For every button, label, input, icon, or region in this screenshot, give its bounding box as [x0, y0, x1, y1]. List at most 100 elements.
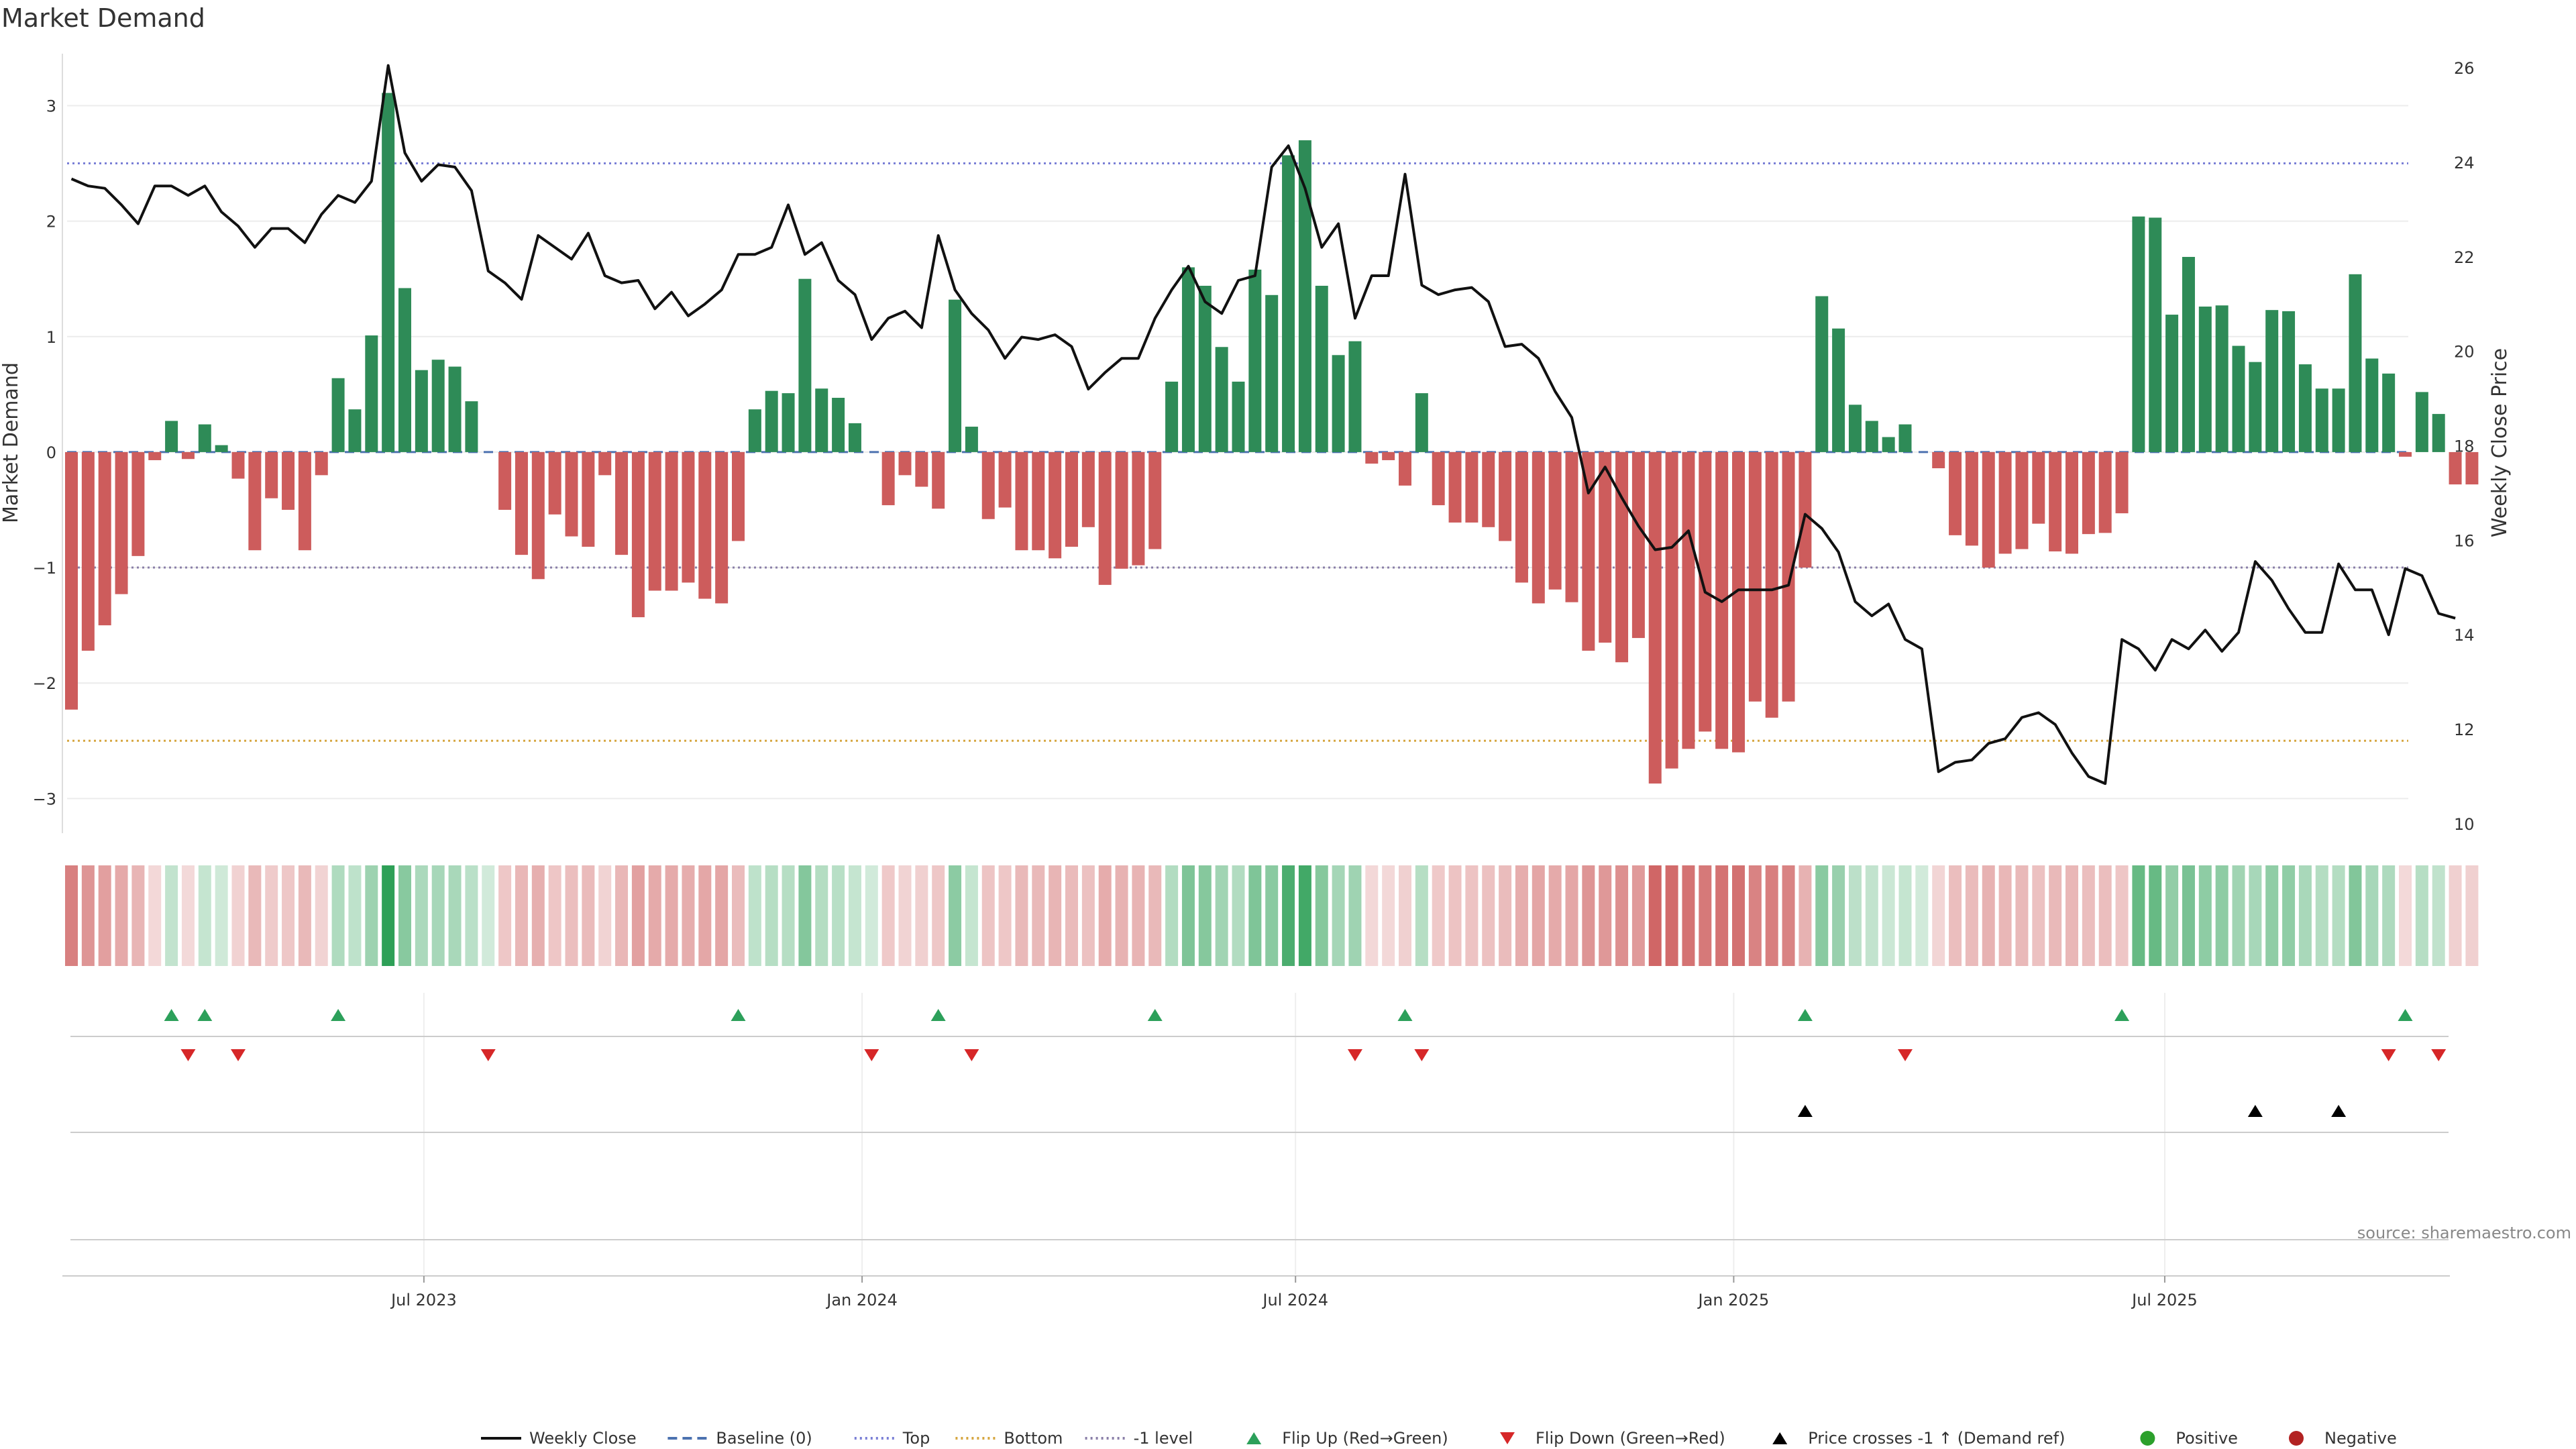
- demand-bar-negative: [1682, 451, 1695, 749]
- demand-bar-positive: [398, 288, 411, 452]
- left-axis-label: Market Demand: [0, 362, 23, 523]
- heat-cell: [2415, 865, 2428, 966]
- demand-bar-negative: [1049, 451, 1062, 559]
- demand-bar-positive: [2149, 217, 2162, 452]
- heat-cell: [1799, 865, 1812, 966]
- flip-down-marker: [480, 1049, 496, 1061]
- x-tick-label: Jan 2024: [825, 1291, 898, 1309]
- legend-label: Flip Up (Red→Green): [1282, 1429, 1448, 1448]
- demand-bar-negative: [981, 451, 995, 519]
- heat-cell: [515, 865, 528, 966]
- demand-bar-negative: [115, 451, 128, 594]
- demand-bar-negative: [2015, 451, 2029, 549]
- heat-cell: [1015, 865, 1028, 966]
- demand-bar-positive: [331, 378, 345, 452]
- heat-cell: [1782, 865, 1795, 966]
- heat-cell: [1198, 865, 1212, 966]
- demand-bar-negative: [1081, 451, 1095, 527]
- heat-cell: [1631, 865, 1645, 966]
- demand-bar-positive: [1315, 286, 1328, 452]
- demand-bar-positive: [1815, 296, 1829, 452]
- flip-down-marker: [964, 1049, 979, 1061]
- heat-cell: [415, 865, 428, 966]
- heat-cell: [1032, 865, 1045, 966]
- y2-tick-label: 22: [2454, 248, 2475, 267]
- y-tick-label: 1: [46, 328, 56, 347]
- heat-cell: [1132, 865, 1145, 966]
- legend-item: Positive: [2140, 1429, 2238, 1448]
- heat-cell: [448, 865, 462, 966]
- heat-cell: [2332, 865, 2345, 966]
- demand-bar-positive: [1181, 267, 1195, 452]
- heat-cell: [1265, 865, 1279, 966]
- demand-bar-negative: [915, 451, 928, 487]
- legend-swatch-triangle-up: [1246, 1432, 1262, 1444]
- heat-cell: [2265, 865, 2279, 966]
- demand-bar-negative: [2032, 451, 2045, 524]
- heat-cell: [2399, 865, 2412, 966]
- y2-tick-label: 24: [2454, 154, 2475, 172]
- heat-cell: [2282, 865, 2296, 966]
- heat-cell: [498, 865, 512, 966]
- price-cross-marker: [1797, 1105, 1813, 1117]
- demand-bar-negative: [631, 451, 645, 618]
- heat-cell: [715, 865, 729, 966]
- demand-bar-negative: [1448, 451, 1462, 523]
- demand-bar-positive: [2298, 364, 2312, 452]
- heat-cell: [1465, 865, 1479, 966]
- legend-label: Price crosses -1 ↑ (Demand ref): [1808, 1429, 2065, 1448]
- flip-down-marker: [864, 1049, 879, 1061]
- demand-bar-negative: [1015, 451, 1028, 551]
- heat-cell: [248, 865, 262, 966]
- y2-tick-label: 16: [2454, 531, 2475, 550]
- demand-bar-positive: [782, 393, 795, 452]
- heat-cell: [1765, 865, 1778, 966]
- heat-cell: [1582, 865, 1595, 966]
- heat-cell: [298, 865, 311, 966]
- heat-cell: [1699, 865, 1712, 966]
- heat-cell: [2465, 865, 2479, 966]
- heat-cell: [1365, 865, 1379, 966]
- demand-bar-negative: [682, 451, 695, 583]
- heat-cell: [798, 865, 812, 966]
- heat-cell: [98, 865, 111, 966]
- heat-cell: [1965, 865, 1978, 966]
- heat-cell: [1548, 865, 1562, 966]
- heat-cell: [865, 865, 878, 966]
- heat-cell: [2432, 865, 2445, 966]
- heat-cell: [65, 865, 78, 966]
- demand-bar-negative: [1515, 451, 1528, 583]
- flip-up-marker: [2114, 1009, 2130, 1021]
- demand-bar-positive: [1265, 294, 1279, 452]
- legend-item: Negative: [2289, 1429, 2397, 1448]
- heat-cell: [2015, 865, 2029, 966]
- demand-bar-positive: [365, 335, 378, 452]
- y2-tick-label: 18: [2454, 437, 2475, 456]
- heat-cell: [815, 865, 828, 966]
- demand-bar-positive: [965, 427, 978, 452]
- heat-cell: [365, 865, 378, 966]
- legend-label: Positive: [2176, 1429, 2238, 1448]
- legend-label: Top: [902, 1429, 930, 1448]
- demand-bar-positive: [2432, 414, 2445, 452]
- demand-bar-positive: [1215, 347, 1228, 452]
- heat-cell: [1332, 865, 1345, 966]
- legend-item: Flip Down (Green→Red): [1500, 1429, 1725, 1448]
- heat-cell: [1932, 865, 1945, 966]
- demand-bar-negative: [565, 451, 578, 537]
- heat-cell: [1115, 865, 1128, 966]
- heat-cell: [648, 865, 661, 966]
- heat-cell: [881, 865, 895, 966]
- flip-up-marker: [731, 1009, 746, 1021]
- heat-cell: [1148, 865, 1162, 966]
- price-line-layer: [70, 64, 2456, 786]
- demand-bar-positive: [2282, 311, 2296, 452]
- heat-cell: [482, 865, 495, 966]
- demand-bar-positive: [2132, 216, 2145, 452]
- heat-cell: [1599, 865, 1612, 966]
- heat-cell: [2032, 865, 2045, 966]
- heat-cell: [1848, 865, 1862, 966]
- heat-cell: [1298, 865, 1311, 966]
- demand-bar-negative: [315, 451, 328, 476]
